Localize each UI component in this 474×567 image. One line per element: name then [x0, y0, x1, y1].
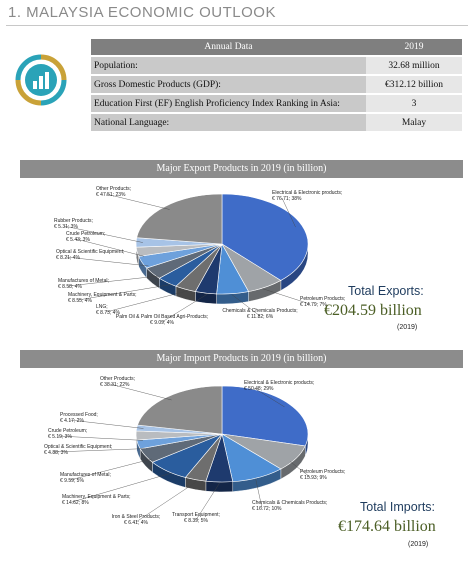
slice-label-electrical-electronic-products: Electrical & Electronic products; € 50.48… — [244, 380, 314, 392]
table-row: Education First (EF) English Proficiency… — [91, 95, 462, 112]
leader-line — [75, 238, 144, 257]
pie-slice-other-products — [136, 193, 223, 245]
gdp-value: €312.12 billion — [366, 76, 462, 93]
slice-label-lng: LNG; € 8.73; 4% — [96, 304, 120, 316]
leader-line — [69, 419, 144, 429]
pie-slice-electrical-electronic-products — [221, 193, 309, 281]
table-header-row: Annual Data 2019 — [91, 39, 462, 55]
leader-line — [71, 472, 172, 503]
slice-label-processed-food: Processed Food; € 4.17; 2% — [60, 412, 98, 424]
ef-ranking-value: 3 — [366, 95, 462, 112]
total-imports-label: Total Imports: — [360, 500, 436, 514]
leader-line — [109, 383, 172, 401]
import-pie-chart: Electrical & Electronic products; € 50.48… — [44, 376, 345, 526]
pie-slice-side-transport-equipment — [205, 480, 233, 493]
page-title: 1. MALAYSIA ECONOMIC OUTLOOK — [8, 4, 276, 21]
annual-data-table: Annual Data 2019 Population: 32.68 milli… — [91, 37, 462, 133]
slice-label-crude-petroleum: Crude Petroleum; € 5.19; 3% — [48, 428, 87, 440]
slice-label-machinery-equipment-parts: Machinery, Equipment & Parts; € 8.55; 4% — [68, 292, 137, 304]
leader-line — [77, 284, 172, 301]
table-header-label: Annual Data — [91, 39, 366, 55]
slice-label-machinery-equipment-parts: Machinery, Equipment & Parts; € 14.62; 8% — [62, 494, 131, 506]
ef-ranking-label: Education First (EF) English Proficiency… — [91, 95, 366, 112]
table-row: National Language: Malay — [91, 114, 462, 131]
title-divider — [6, 25, 468, 26]
leader-line — [105, 193, 170, 210]
import-chart-title: Major Import Products in 2019 (in billio… — [20, 350, 463, 368]
export-pie-chart: Electrical & Electronic products; € 76.71… — [54, 186, 345, 326]
leader-line — [69, 458, 152, 481]
gdp-label: Gross Domestic Products (GDP): — [91, 76, 366, 93]
slice-label-transport-equipment: Transport Equipment; € 8.39; 5% — [172, 512, 220, 524]
slice-label-petroleum-products: Petroleum Products; € 15.93; 9% — [300, 469, 345, 481]
leader-line — [262, 288, 311, 305]
table-header-year: 2019 — [366, 39, 462, 55]
table-row: Population: 32.68 million — [91, 57, 462, 74]
slice-label-rubber-products: Rubber Products; € 5.31; 3% — [54, 218, 93, 230]
slice-label-palm-oil-palm-oil-based-agri-products: Palm Oil & Palm Oil Based Agri-Products;… — [116, 314, 208, 326]
slice-label-optical-scientific-equipment: Optical & Scientific Equipment; € 4.88; 3… — [44, 444, 112, 456]
leader-line — [281, 197, 296, 228]
population-label: Population: — [91, 57, 366, 74]
leader-line — [289, 461, 311, 478]
slice-label-petroleum-products: Petroleum Products; € 14.79; 7% — [300, 296, 345, 308]
pie-slice-other-products — [137, 385, 223, 435]
pie-slice-electrical-electronic-products — [221, 385, 309, 447]
total-imports-amount: €174.64 billion — [338, 518, 436, 535]
slice-label-optical-scientific-equipment: Optical & Scientific Equipment; € 8.21; 4… — [56, 249, 124, 261]
language-value: Malay — [366, 114, 462, 131]
slice-label-other-products: Other Products; € 38.31; 22% — [100, 376, 135, 388]
leader-line — [63, 225, 143, 243]
slice-label-chemicals-chemicals-products: Chemicals & Chemicals Products; € 11.82; … — [222, 308, 297, 320]
leader-line — [135, 480, 198, 523]
slice-label-chemicals-chemicals-products: Chemicals & Chemicals Products; € 16.72; … — [252, 500, 327, 512]
leader-line — [53, 448, 145, 453]
slice-label-iron-steel-products: Iron & Steel Products; € 6.41; 4% — [112, 514, 161, 526]
leader-line — [105, 290, 189, 313]
leader-line — [255, 478, 263, 509]
export-chart-title: Major Export Products in 2019 (in billio… — [20, 160, 463, 178]
slice-label-electrical-electronic-products: Electrical & Electronic products; € 76.71… — [272, 190, 342, 202]
leader-line — [253, 387, 285, 408]
slice-label-other-products: Other Products; € 47.51; 23% — [96, 186, 131, 198]
language-label: National Language: — [91, 114, 366, 131]
leader-line — [161, 294, 208, 323]
slice-label-manufactures-of-metal: Manufactures of Metal; € 8.58; 4% — [58, 278, 109, 290]
leader-line — [57, 435, 143, 441]
leader-line — [65, 256, 149, 267]
total-exports-label: Total Exports: — [348, 284, 424, 298]
total-exports-amount: €204.59 billion — [324, 302, 422, 319]
table-row: Gross Domestic Products (GDP): €312.12 b… — [91, 76, 462, 93]
slice-label-manufactures-of-metal: Manufactures of Metal; € 9.59; 5% — [60, 472, 111, 484]
bar-chart-cycle-icon — [15, 54, 67, 106]
slice-label-crude-petroleum: Crude Petroleum; € 5.43; 3% — [66, 231, 105, 243]
leader-line — [67, 275, 159, 287]
leader-line — [195, 483, 220, 521]
total-imports-year: (2019) — [408, 541, 429, 548]
total-exports-year: (2019) — [397, 324, 418, 331]
population-value: 32.68 million — [366, 57, 462, 74]
leader-line — [231, 294, 261, 317]
